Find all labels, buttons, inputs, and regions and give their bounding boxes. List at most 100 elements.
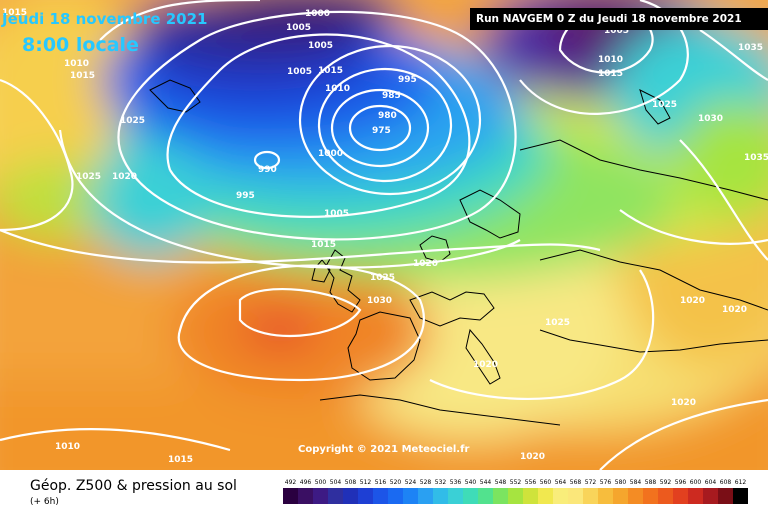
scale-swatch	[283, 488, 298, 504]
scale-swatch	[313, 488, 328, 504]
scale-tick-label: 576	[600, 479, 612, 486]
scale-tick-label: 604	[705, 479, 717, 486]
scale-swatch	[568, 488, 583, 504]
isobar-label: 1010	[55, 442, 80, 452]
scale-tick-label: 600	[690, 479, 702, 486]
scale-tick-label: 512	[360, 479, 372, 486]
legend-title: Géop. Z500 & pression au sol	[30, 478, 237, 494]
scale-tick-label: 552	[510, 479, 522, 486]
copyright-text: Copyright © 2021 Meteociel.fr	[298, 444, 470, 455]
scale-tick-label: 516	[375, 479, 387, 486]
isobar-label: 1015	[168, 455, 193, 465]
scale-swatch	[733, 488, 748, 504]
isobar-label: 1020	[671, 398, 696, 408]
model-run-banner: Run NAVGEM 0 Z du Jeudi 18 novembre 2021	[470, 8, 768, 30]
scale-tick-label: 492	[285, 479, 297, 486]
isobar-label: 980	[378, 111, 397, 121]
scale-tick-label: 564	[555, 479, 567, 486]
isobar-label: 1025	[545, 318, 570, 328]
isobar-label: 1025	[370, 273, 395, 283]
isobar-label: 995	[398, 75, 417, 85]
isobar-label: 1015	[311, 240, 336, 250]
scale-swatch	[613, 488, 628, 504]
scale-tick-label: 524	[405, 479, 417, 486]
isobar-label: 1020	[112, 172, 137, 182]
scale-tick-label: 496	[300, 479, 312, 486]
scale-swatch	[538, 488, 553, 504]
scale-tick-label: 592	[660, 479, 672, 486]
isobar-label: 1020	[680, 296, 705, 306]
legend-subtitle: (+ 6h)	[30, 497, 59, 507]
isobar-label: 1005	[286, 23, 311, 33]
isobar-label: 1005	[604, 26, 629, 36]
isobar-label: 1035	[744, 153, 768, 163]
isobar-label: 1025	[76, 172, 101, 182]
scale-swatch	[523, 488, 538, 504]
isobar-label: 990	[258, 165, 277, 175]
isobar-label: 1020	[520, 452, 545, 462]
scale-swatch	[418, 488, 433, 504]
scale-tick-label: 548	[495, 479, 507, 486]
scale-swatch	[643, 488, 658, 504]
scale-tick-label: 504	[330, 479, 342, 486]
isobar-label: 985	[382, 91, 401, 101]
isobar-label: 1030	[698, 114, 723, 124]
scale-swatch	[598, 488, 613, 504]
scale-tick-label: 528	[420, 479, 432, 486]
scale-tick-label: 580	[615, 479, 627, 486]
scale-swatch	[448, 488, 463, 504]
scale-tick-label: 596	[675, 479, 687, 486]
scale-tick-label: 612	[735, 479, 747, 486]
isobar-label: 1010	[598, 55, 623, 65]
scale-tick-label: 500	[315, 479, 327, 486]
scale-swatch	[688, 488, 703, 504]
isobar-label: 1025	[120, 116, 145, 126]
isobar-label: 1005	[287, 67, 312, 77]
scale-swatch	[373, 488, 388, 504]
scale-swatch	[433, 488, 448, 504]
isobar-label: 1005	[308, 41, 333, 51]
isobar-label: 1010	[325, 84, 350, 94]
isobar-label: 1010	[64, 59, 89, 69]
isobar-label: 1015	[598, 69, 623, 79]
scale-tick-label: 560	[540, 479, 552, 486]
scale-swatch	[673, 488, 688, 504]
scale-tick-label: 544	[480, 479, 492, 486]
isobar-label: 1005	[324, 209, 349, 219]
scale-tick-label: 532	[435, 479, 447, 486]
scale-swatch	[343, 488, 358, 504]
scale-swatch	[508, 488, 523, 504]
scale-swatch	[388, 488, 403, 504]
scale-tick-label: 536	[450, 479, 462, 486]
scale-swatch	[583, 488, 598, 504]
isobar-label: 1020	[413, 259, 438, 269]
scale-tick-label: 584	[630, 479, 642, 486]
isobar-label: 1025	[652, 100, 677, 110]
isobar-label: 1015	[318, 66, 343, 76]
isobar-label: 995	[236, 191, 255, 201]
scale-tick-label: 572	[585, 479, 597, 486]
scale-swatch	[718, 488, 733, 504]
scale-swatch	[703, 488, 718, 504]
isobar-label: 1000	[318, 149, 343, 159]
scale-tick-label: 568	[570, 479, 582, 486]
isobar-label: 1035	[738, 43, 763, 53]
isobar-label: 1020	[722, 305, 747, 315]
geopotential-field	[0, 0, 768, 470]
isobar-label: 1030	[367, 296, 392, 306]
scale-swatch	[358, 488, 373, 504]
scale-tick-label: 540	[465, 479, 477, 486]
z500-pressure-map: 1015 1000 1010 1015 1005 1005 1005 1015 …	[0, 0, 768, 470]
forecast-date: Jeudi 18 novembre 2021	[2, 10, 208, 28]
forecast-time: 8:00 locale	[22, 34, 139, 56]
isobar-label: 1015	[2, 8, 27, 18]
isobar-label: 1000	[305, 9, 330, 19]
scale-tick-label: 520	[390, 479, 402, 486]
scale-swatch	[328, 488, 343, 504]
scale-tick-label: 556	[525, 479, 537, 486]
scale-swatch	[553, 488, 568, 504]
scale-swatch	[463, 488, 478, 504]
isobar-label: 1015	[70, 71, 95, 81]
isobar-label: 975	[372, 126, 391, 136]
